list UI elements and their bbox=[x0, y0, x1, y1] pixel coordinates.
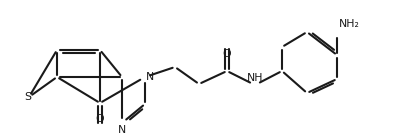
Text: O: O bbox=[223, 49, 231, 59]
Text: N: N bbox=[146, 72, 154, 82]
Text: O: O bbox=[96, 114, 104, 124]
Text: NH: NH bbox=[247, 73, 263, 83]
Text: N: N bbox=[118, 125, 126, 135]
Text: S: S bbox=[24, 92, 32, 102]
Text: NH₂: NH₂ bbox=[339, 19, 360, 29]
